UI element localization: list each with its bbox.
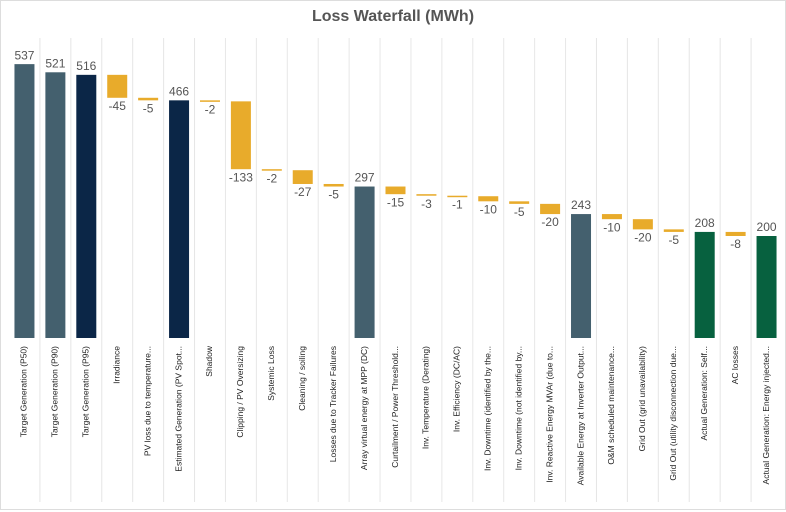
value-label: -133 (229, 170, 253, 184)
bar (632, 219, 653, 230)
x-tick-label: Actual Generation: Self... (699, 346, 709, 441)
x-tick-label: Actual Generation: Energy injected... (761, 346, 771, 484)
bar (601, 214, 622, 220)
bar (292, 170, 313, 184)
value-label: -2 (205, 103, 216, 117)
x-tick-label: Inv. Temperature (Derating) (421, 346, 431, 449)
bar (694, 231, 715, 338)
bar (509, 201, 530, 204)
value-label: -5 (328, 188, 339, 202)
x-tick-label: Irradiance (111, 346, 121, 384)
value-label: -2 (266, 171, 277, 185)
bar (14, 64, 35, 338)
x-tick-label: Target Generation (P95) (81, 346, 91, 437)
bar (354, 186, 375, 338)
bar (725, 231, 746, 236)
value-label: -27 (294, 185, 312, 199)
value-label: 208 (695, 216, 715, 230)
bar (138, 97, 159, 101)
x-tick-label: Available Energy at Inverter Output... (575, 346, 585, 485)
x-tick-label: Inv. Efficiency (DC/AC) (452, 346, 462, 432)
x-tick-label: Shadow (204, 345, 214, 377)
x-tick-label: O&M scheduled maintenance... (606, 346, 616, 465)
chart-title: Loss Waterfall (MWh) (312, 8, 474, 25)
bar (230, 101, 251, 170)
x-tick-label: Target Generation (P90) (50, 346, 60, 437)
bar (385, 186, 406, 195)
bar (540, 203, 561, 215)
x-tick-label: Target Generation (P50) (19, 346, 29, 437)
bar (199, 100, 220, 102)
bar (323, 183, 344, 187)
x-tick-label: PV loss due to temperature... (142, 346, 152, 456)
value-label: -5 (668, 233, 679, 247)
value-label: 200 (757, 220, 777, 234)
x-tick-label: Inv. Downtime (identified by the... (483, 346, 493, 471)
bar (261, 169, 282, 171)
bar (447, 195, 468, 198)
value-label: 521 (45, 56, 65, 70)
value-label: -20 (541, 215, 559, 229)
value-label: -45 (109, 99, 127, 113)
value-label: -8 (730, 237, 741, 251)
value-label: -3 (421, 197, 432, 211)
value-label: 297 (355, 171, 375, 185)
value-label: -5 (143, 102, 154, 116)
value-label: -20 (634, 231, 652, 245)
x-tick-label: AC losses (730, 346, 740, 384)
x-tick-label: Array virtual energy at MPP (DC) (359, 346, 369, 470)
bar (756, 236, 777, 338)
value-label: -5 (514, 205, 525, 219)
value-label: 516 (76, 59, 96, 73)
value-label: -1 (452, 197, 463, 211)
value-label: 537 (14, 48, 34, 62)
bar (169, 100, 190, 338)
bar (663, 229, 684, 232)
x-tick-label: Grid Out (utility disconnection due... (668, 346, 678, 481)
x-tick-label: Clipping / PV Oversizing (235, 346, 245, 438)
x-tick-label: Systemic Loss (266, 346, 276, 401)
x-tick-label: Cleaning / soiling (297, 346, 307, 411)
value-label: -10 (603, 220, 621, 234)
value-label: 466 (169, 85, 189, 99)
x-tick-label: Inv. Downtime (not identified by... (513, 346, 523, 470)
bar (571, 214, 592, 338)
x-tick-label: Inv. Reactive Energy MVAr (due to... (544, 346, 554, 483)
x-tick-label: Estimated Generation (PV Spot... (173, 346, 183, 472)
value-label: -15 (387, 195, 405, 209)
x-tick-label: Losses due to Tracker Failures (328, 346, 338, 462)
x-tick-label: Curtailment / Power Threshold... (390, 346, 400, 468)
bar (45, 72, 66, 338)
bar (416, 194, 437, 196)
value-label: -10 (480, 202, 498, 216)
value-label: 243 (571, 198, 591, 212)
bar (107, 74, 128, 98)
bar (478, 196, 499, 202)
x-tick-label: Grid Out (grid unavailability) (637, 346, 647, 452)
bar (76, 74, 97, 338)
